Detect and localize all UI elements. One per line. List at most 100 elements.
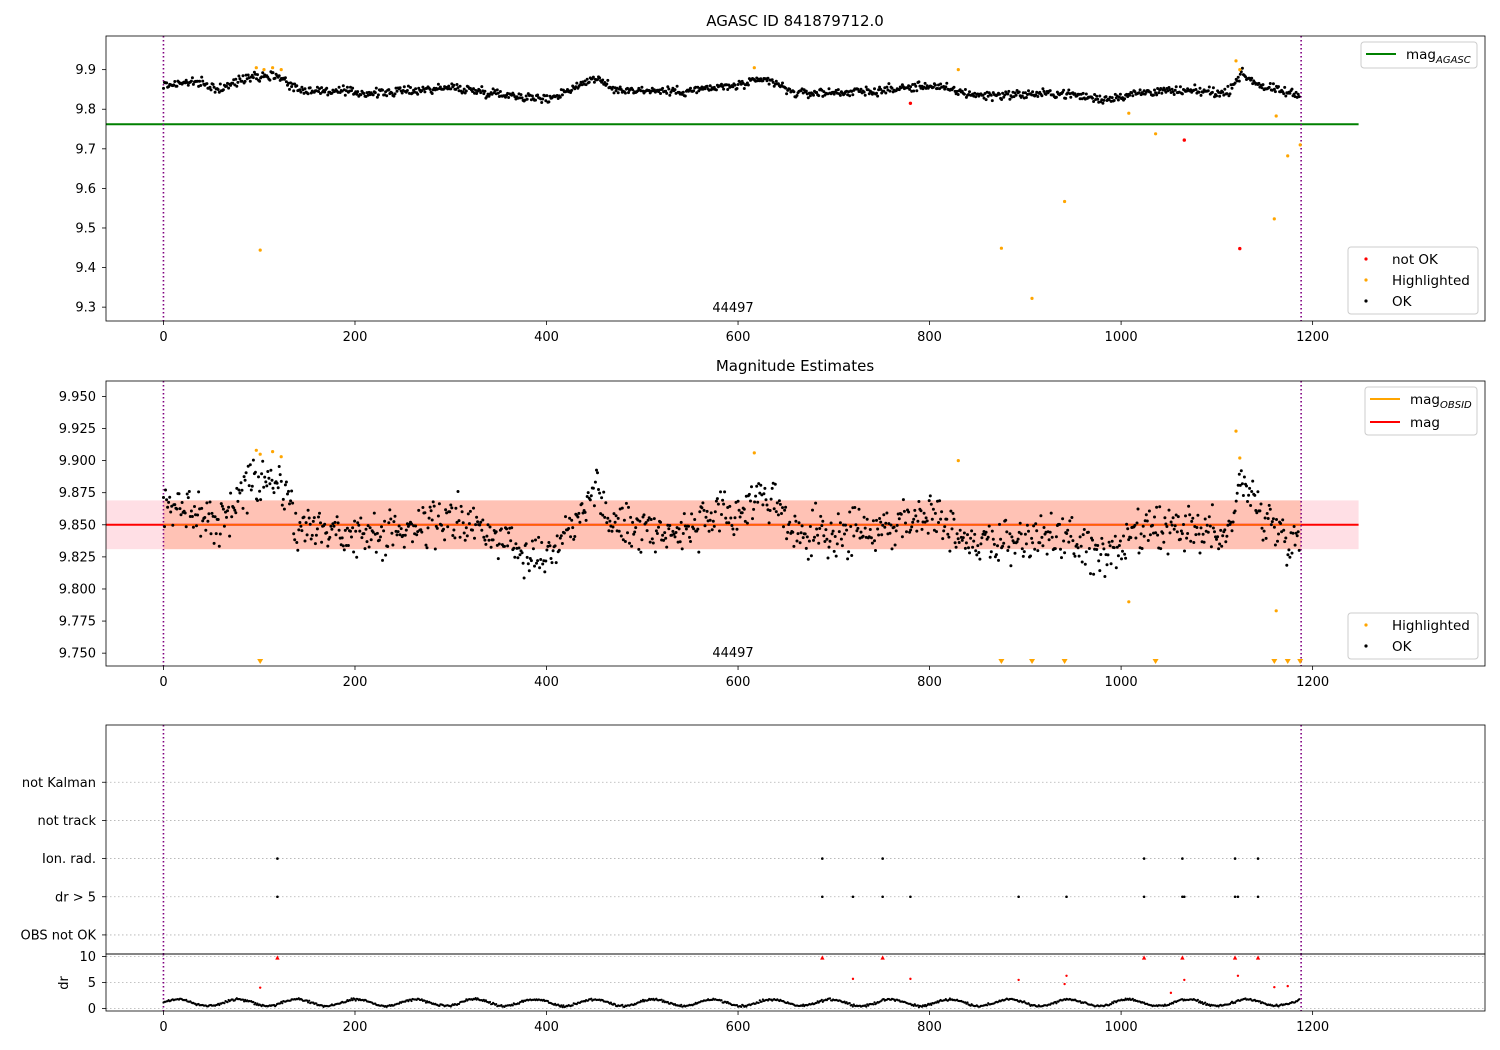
ok-point	[681, 90, 685, 94]
ok-point	[553, 544, 557, 548]
ok-point	[627, 91, 630, 95]
ok-point	[1140, 547, 1144, 550]
ok-point	[648, 540, 652, 544]
ok-point	[1115, 545, 1119, 549]
ok-point	[526, 562, 530, 566]
ok-point	[1064, 96, 1068, 100]
ok-point	[633, 530, 637, 534]
ok-point	[177, 492, 181, 496]
ok-point	[974, 549, 978, 553]
ok-point	[1159, 547, 1163, 551]
ok-point	[616, 516, 620, 520]
ok-point	[283, 483, 287, 487]
ok-point	[1234, 499, 1238, 503]
ok-point	[178, 507, 182, 511]
ok-point	[1067, 88, 1071, 92]
ok-point	[1173, 524, 1177, 528]
ok-point	[1116, 98, 1120, 102]
ok-point	[250, 484, 254, 488]
legend-mag-label: mag	[1410, 415, 1440, 431]
ok-point	[661, 86, 665, 90]
ok-point	[571, 526, 575, 530]
ok-point	[650, 537, 654, 541]
dr-ok-point	[609, 1001, 613, 1004]
ok-point	[863, 526, 867, 530]
ok-point	[1295, 534, 1299, 538]
ok-point	[767, 82, 771, 86]
ok-point	[1282, 528, 1286, 532]
ok-point	[530, 94, 534, 98]
ok-point	[340, 536, 344, 540]
ok-point	[543, 570, 547, 574]
ok-point	[911, 520, 915, 524]
ok-point	[315, 527, 319, 531]
ok-point	[586, 491, 590, 495]
ok-point	[487, 538, 491, 542]
ok-point	[1108, 544, 1112, 548]
ok-point	[733, 516, 737, 520]
ok-point	[949, 509, 953, 513]
ok-point	[481, 518, 485, 522]
ok-point	[1135, 521, 1139, 525]
ok-point	[612, 512, 616, 516]
ok-point	[797, 521, 801, 525]
ok-point	[395, 533, 399, 537]
flag-point	[1017, 895, 1020, 899]
ok-point	[908, 87, 912, 91]
ok-point	[626, 531, 629, 535]
highlighted-point	[1274, 114, 1278, 118]
ok-point	[318, 511, 321, 515]
ok-point	[882, 89, 886, 93]
ok-point	[704, 515, 708, 519]
ok-point	[761, 503, 765, 507]
dr-ok-point	[307, 1001, 310, 1004]
ok-point	[1160, 91, 1164, 95]
ok-point	[235, 486, 239, 490]
ok-point	[409, 86, 412, 89]
ok-point	[1006, 92, 1010, 96]
ok-point	[385, 94, 389, 98]
ok-point	[1083, 562, 1087, 566]
ok-point	[1017, 90, 1021, 94]
ok-point	[697, 89, 701, 93]
dr-ok-point	[590, 997, 593, 1000]
ok-point	[356, 90, 360, 94]
ok-point	[950, 527, 954, 531]
ok-point	[661, 533, 665, 537]
ok-point	[466, 512, 470, 516]
ok-point	[498, 90, 502, 93]
ok-point	[821, 519, 825, 523]
ok-point	[631, 88, 635, 92]
ok-point	[1205, 523, 1209, 527]
ok-point	[596, 471, 599, 475]
ok-point	[518, 96, 522, 100]
panel1-obsid-label: 44497	[712, 301, 753, 316]
ok-point	[1262, 529, 1266, 533]
dr-ok-point	[1079, 1000, 1082, 1003]
ok-point	[882, 513, 886, 517]
flag-point	[1142, 895, 1146, 899]
ok-point	[677, 527, 681, 531]
ok-point	[538, 566, 542, 570]
ok-point	[827, 87, 831, 91]
ok-point	[1109, 562, 1113, 566]
highlighted-point	[1286, 154, 1290, 158]
ok-point	[809, 554, 813, 558]
ok-point	[1001, 91, 1005, 95]
ok-point	[855, 529, 859, 533]
ok-point	[1176, 515, 1180, 519]
ok-point	[1148, 533, 1152, 537]
ok-point	[1273, 543, 1277, 547]
highlighted-point	[956, 459, 960, 463]
ok-point	[483, 89, 487, 93]
ok-point	[933, 511, 937, 515]
ok-point	[488, 525, 492, 529]
ok-point	[357, 523, 361, 527]
ok-point	[524, 542, 528, 546]
ok-point	[731, 527, 735, 531]
ok-point	[617, 529, 621, 533]
ok-point	[942, 529, 946, 533]
ok-point	[1228, 92, 1232, 96]
ok-point	[428, 87, 432, 91]
ok-point	[309, 537, 313, 541]
